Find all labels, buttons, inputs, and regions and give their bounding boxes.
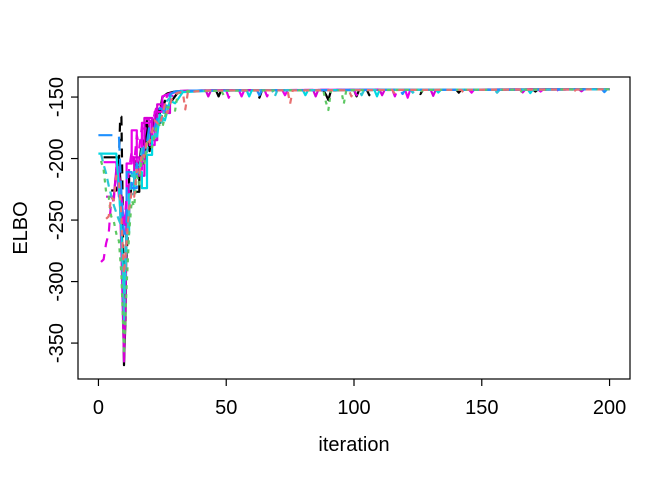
y-tick-label: -350 <box>46 323 68 363</box>
series-line-run-magenta-solid-b <box>106 88 610 363</box>
series-line-run-green-dashed <box>99 88 610 356</box>
x-tick-label: 100 <box>337 397 370 419</box>
x-tick-label: 200 <box>593 397 626 419</box>
x-axis-title: iteration <box>318 434 389 456</box>
y-tick-label: -300 <box>46 262 68 302</box>
x-tick-label: 0 <box>93 397 104 419</box>
series-line-run-magenta-dashed <box>100 88 610 263</box>
plot-dynamic-layer: 0 50 100 150 200 -150 -200 -250 -300 -350 <box>46 76 631 419</box>
y-tick-label: -200 <box>46 139 68 179</box>
series-line-run-salmon-dashed <box>105 88 610 276</box>
x-tick-label: 150 <box>465 397 498 419</box>
series-line-run-blue-dashed <box>98 88 610 235</box>
y-tick-label: -150 <box>46 77 68 117</box>
series-line-run-black-solid <box>103 88 610 367</box>
series-line-run-magenta-solid-a <box>103 88 610 227</box>
series-line-run-black-dashed <box>111 88 610 319</box>
series-line-run-turquoise-dashed <box>99 88 610 321</box>
x-tick-label: 50 <box>215 397 237 419</box>
y-axis-title: ELBO <box>10 201 32 254</box>
series-line-run-cyan-solid <box>98 88 610 294</box>
y-tick-label: -250 <box>46 200 68 240</box>
